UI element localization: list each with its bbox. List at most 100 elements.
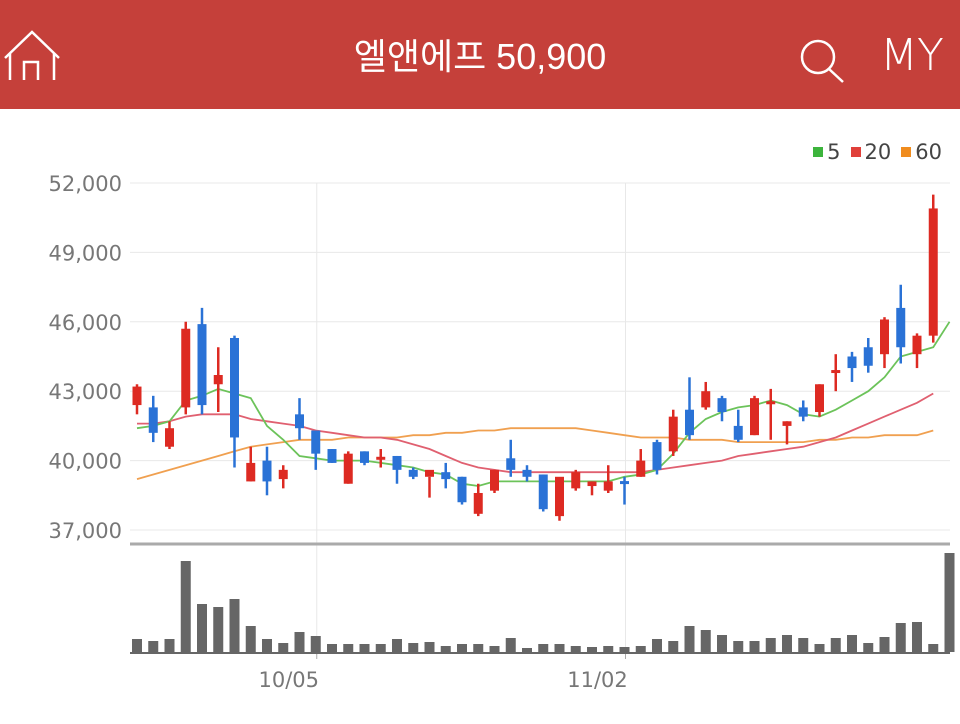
legend-swatch-icon <box>850 147 861 157</box>
volume-bar <box>765 638 776 652</box>
candle-down <box>717 398 727 413</box>
candle-down <box>798 407 808 417</box>
volume-bar <box>132 639 142 652</box>
candle-down <box>197 324 207 406</box>
y-axis-label: 37,000 <box>49 519 122 543</box>
candle-up <box>603 481 613 491</box>
volume-bar <box>782 635 792 652</box>
candle-up <box>782 421 792 426</box>
volume-bar <box>245 626 256 652</box>
candle-down <box>311 430 321 454</box>
candle-down <box>230 337 239 438</box>
candle-up <box>473 492 483 514</box>
candle-up <box>571 472 581 489</box>
candle-up <box>880 319 889 355</box>
candle-down <box>327 449 337 463</box>
chart-legend: 5 20 60 <box>813 140 942 164</box>
candle-down <box>620 481 629 485</box>
volume-bar <box>749 641 760 652</box>
candle-up <box>490 469 499 491</box>
volume-bar <box>375 644 386 652</box>
candle-up <box>555 476 564 517</box>
search-button[interactable] <box>798 38 850 84</box>
candle-down <box>262 460 272 482</box>
volume-bar <box>262 639 272 652</box>
candle-down <box>392 455 402 470</box>
candle-down <box>506 458 516 470</box>
candle-up <box>376 456 386 460</box>
candle-up <box>766 401 776 405</box>
x-axis-label: 10/05 <box>258 668 319 692</box>
candle-down <box>685 409 694 436</box>
legend-swatch-icon <box>901 147 912 157</box>
candle-down <box>360 451 369 463</box>
volume-bar <box>180 561 191 652</box>
candle-up <box>343 453 353 484</box>
y-axis-label: 49,000 <box>49 241 122 265</box>
volume-bar <box>700 630 711 652</box>
volume-bar <box>570 646 581 652</box>
candle-up <box>132 386 142 406</box>
volume-bar <box>538 644 549 652</box>
legend-label: 20 <box>864 140 892 164</box>
my-button[interactable]: MY <box>880 30 944 81</box>
volume-bar <box>489 646 500 652</box>
candle-down <box>522 469 532 477</box>
volume-bar <box>587 647 597 652</box>
legend-item-ma60: 60 <box>901 140 942 164</box>
candle-down <box>295 414 304 429</box>
candle-down <box>652 442 662 470</box>
volume-bar <box>392 639 402 652</box>
volume-bar <box>343 644 354 652</box>
search-icon <box>800 39 844 83</box>
volume-bar <box>294 632 305 652</box>
x-axis-label: 11/02 <box>567 668 628 692</box>
volume-bar <box>798 638 809 652</box>
volume-bar <box>408 643 419 652</box>
candle-up <box>165 428 174 447</box>
volume-bar <box>863 643 874 652</box>
volume-bar <box>213 607 224 652</box>
volume-bar <box>928 644 939 652</box>
volume-bar <box>668 641 679 652</box>
page-title: 엘앤에프 50,900 <box>353 36 607 77</box>
top-app-bar: 엘앤에프 50,900 MY <box>0 0 960 109</box>
legend-swatch-icon <box>813 147 824 157</box>
ma60-line <box>136 427 934 480</box>
volume-bar <box>164 639 175 652</box>
y-axis-label: 52,000 <box>49 172 122 196</box>
home-button[interactable] <box>2 28 62 84</box>
ma5-line <box>136 321 951 487</box>
legend-item-ma20: 20 <box>850 140 892 164</box>
y-axis-label: 46,000 <box>49 311 122 335</box>
candle-down <box>148 407 158 433</box>
candle-up <box>587 481 597 487</box>
volume-bar <box>229 599 240 652</box>
candle-down <box>847 356 857 369</box>
candle-up <box>213 375 223 385</box>
volume-bar <box>554 644 565 652</box>
ma20-line <box>137 392 934 474</box>
volume-bar <box>847 635 857 652</box>
candle-down <box>863 347 873 366</box>
home-icon <box>4 30 60 80</box>
candle-up <box>831 370 841 374</box>
volume-bar <box>944 553 955 652</box>
volume-bar <box>424 642 435 652</box>
volume-bar <box>148 641 159 652</box>
candle-up <box>278 469 288 480</box>
candle-down <box>457 476 467 503</box>
volume-bar <box>635 646 646 652</box>
candle-up <box>912 335 922 355</box>
volume-bar <box>473 644 484 652</box>
volume-bar <box>310 636 321 652</box>
candle-up <box>668 416 678 452</box>
candle-up <box>425 469 434 477</box>
volume-bar <box>895 623 906 652</box>
volume-bar <box>278 643 289 652</box>
volume-bar <box>440 646 451 652</box>
volume-bar <box>879 637 890 652</box>
candle-down <box>896 307 906 348</box>
candle-up <box>815 384 824 413</box>
candle-up <box>636 460 646 477</box>
